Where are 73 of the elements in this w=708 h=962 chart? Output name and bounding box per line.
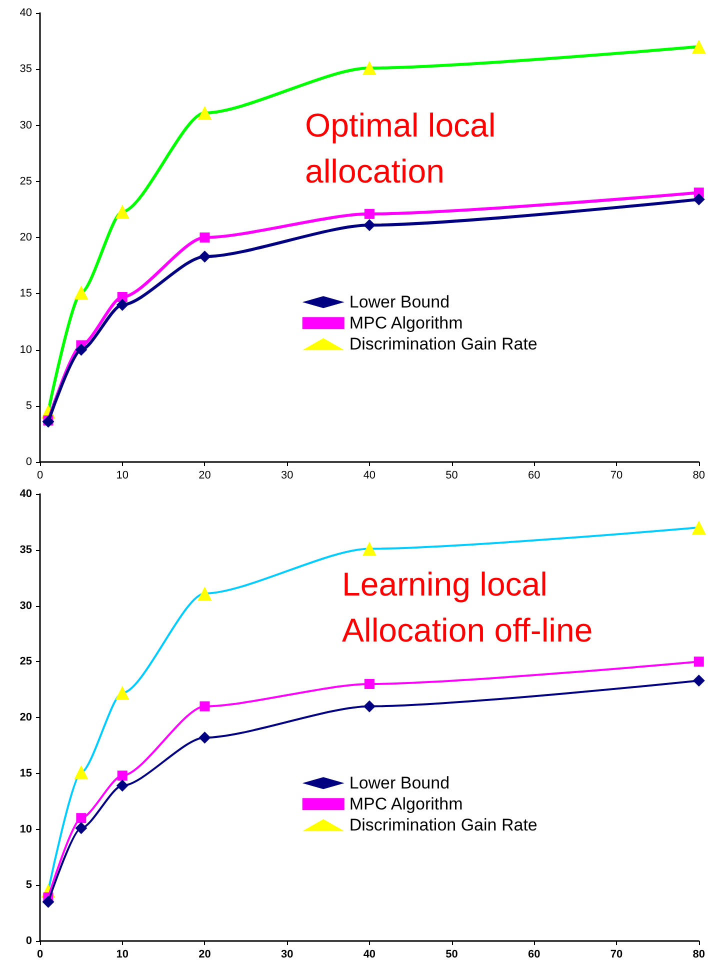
y-tick-label: 10 — [20, 823, 32, 836]
point — [198, 250, 211, 263]
legend-label: Discrimination Gain Rate — [349, 334, 538, 354]
y-tick-label: 20 — [20, 232, 32, 244]
x-tick-label: 0 — [36, 470, 44, 482]
point — [75, 822, 88, 834]
y-tick-label: 40 — [20, 488, 32, 500]
point — [115, 204, 130, 219]
point — [362, 542, 376, 556]
point — [76, 813, 86, 824]
x-tick-label: 0 — [36, 948, 44, 960]
x-tick-label: 80 — [692, 470, 706, 482]
legend-label: Lower Bound — [349, 292, 450, 312]
y-tick-label: 30 — [20, 119, 32, 132]
y-tick-label: 35 — [20, 544, 32, 556]
point — [116, 298, 128, 311]
legend-label: Lower Bound — [349, 774, 450, 793]
point — [117, 770, 128, 781]
x-tick-label: 40 — [363, 948, 376, 960]
point — [692, 520, 706, 535]
point — [694, 656, 704, 667]
legend-label: MPC Algorithm — [349, 794, 463, 814]
point — [198, 732, 211, 744]
point — [364, 208, 374, 219]
point — [692, 674, 705, 687]
y-tick-label: 40 — [20, 7, 32, 19]
point — [75, 344, 88, 356]
x-tick-label: 20 — [198, 948, 211, 960]
y-tick-label: 15 — [20, 767, 32, 780]
x-tick-label: 20 — [198, 470, 211, 482]
point — [42, 896, 54, 908]
point — [692, 40, 706, 54]
point — [42, 416, 54, 428]
x-tick-label: 60 — [528, 948, 540, 960]
point — [116, 780, 128, 792]
point — [200, 701, 210, 712]
x-tick-label: 70 — [610, 948, 623, 960]
y-tick-label: 25 — [20, 656, 32, 668]
point — [74, 286, 88, 300]
legend-label: Discrimination Gain Rate — [349, 816, 538, 835]
point — [200, 232, 210, 242]
x-tick-label: 10 — [116, 470, 128, 482]
legend-label: MPC Algorithm — [349, 314, 463, 333]
y-tick-label: 0 — [26, 456, 32, 468]
point — [363, 700, 376, 712]
point — [362, 61, 376, 76]
x-tick-label: 10 — [116, 948, 128, 960]
x-tick-label: 50 — [446, 948, 458, 960]
x-tick-label: 30 — [280, 948, 294, 960]
y-tick-label: 10 — [20, 344, 32, 356]
point — [74, 765, 88, 780]
point — [364, 678, 374, 689]
x-tick-label: 70 — [610, 470, 623, 482]
point — [198, 106, 212, 120]
y-tick-label: 15 — [20, 288, 32, 300]
y-tick-label: 5 — [26, 879, 32, 892]
point — [363, 219, 376, 232]
y-tick-label: 0 — [26, 935, 32, 947]
point — [115, 686, 130, 700]
point — [198, 586, 212, 600]
x-tick-label: 80 — [692, 948, 706, 960]
point — [692, 193, 705, 206]
x-tick-label: 50 — [446, 470, 458, 482]
y-tick-label: 30 — [20, 600, 32, 612]
annotation: Optimal local allocation — [305, 106, 505, 190]
y-tick-label: 5 — [26, 400, 32, 412]
y-tick-label: 20 — [20, 712, 32, 724]
y-tick-label: 25 — [20, 175, 32, 188]
x-tick-label: 30 — [280, 470, 294, 482]
y-tick-label: 35 — [20, 63, 32, 76]
annotation: Learning local Allocation off-line — [342, 566, 593, 648]
x-tick-label: 60 — [528, 470, 540, 482]
x-tick-label: 40 — [363, 470, 376, 482]
